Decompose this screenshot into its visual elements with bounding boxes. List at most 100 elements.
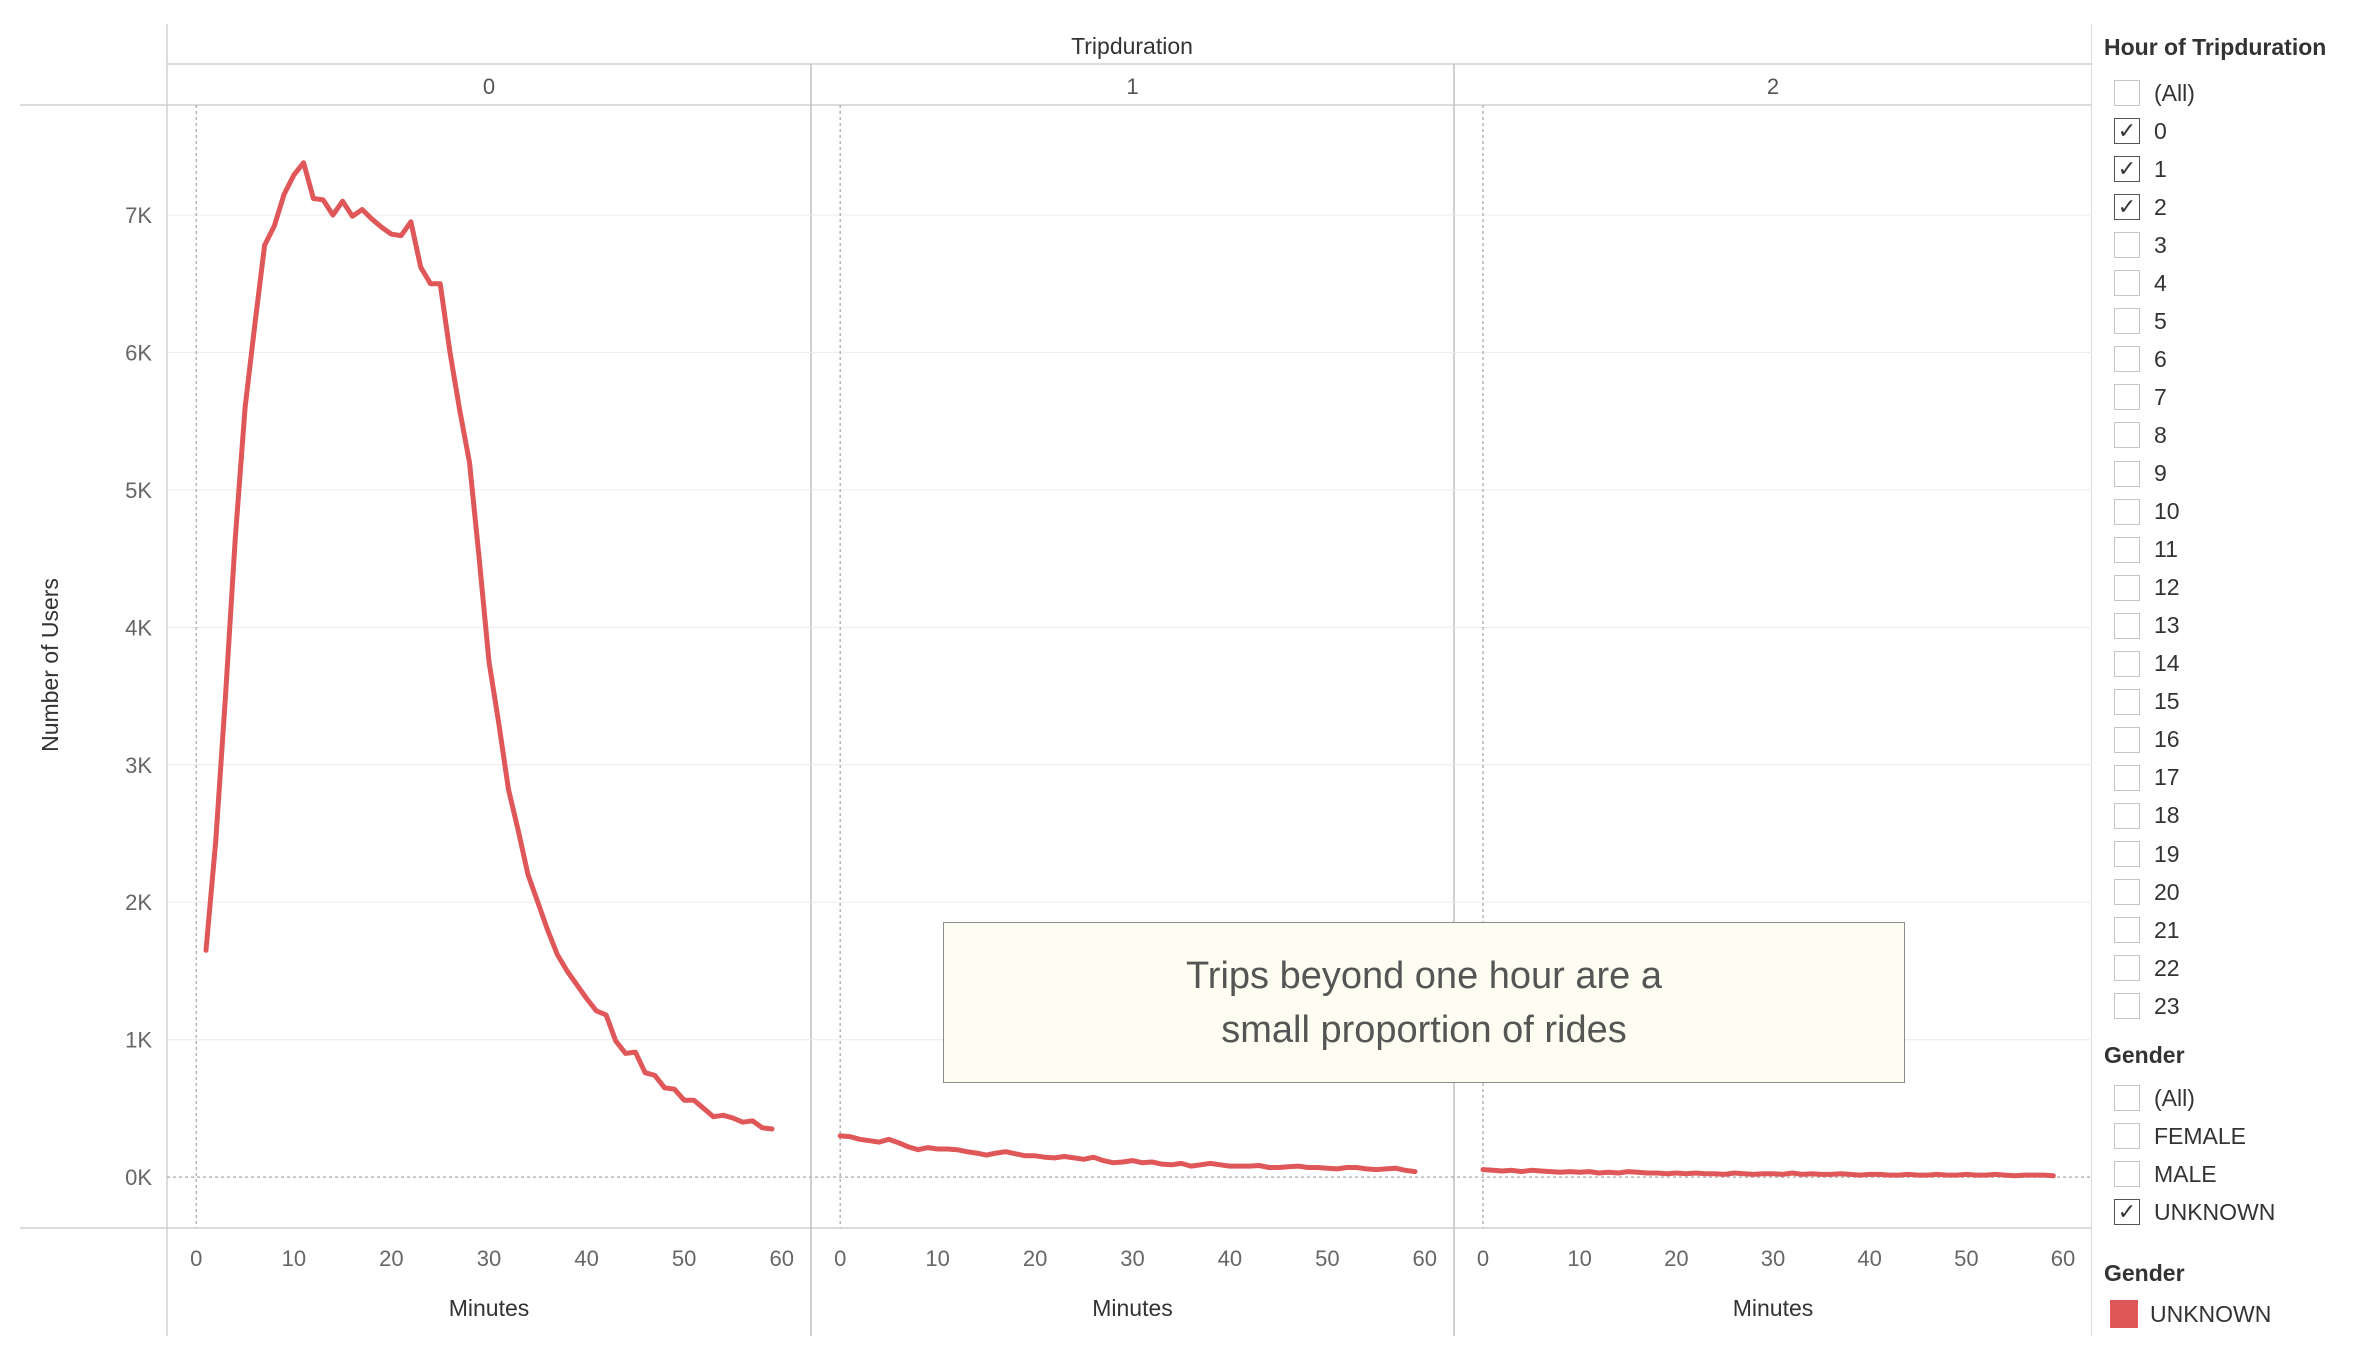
checkbox[interactable] (2114, 1123, 2140, 1149)
checkbox[interactable] (2114, 422, 2140, 449)
checkbox[interactable] (2114, 650, 2140, 677)
x-tick-label: 20 (1664, 1246, 1688, 1271)
checkbox[interactable] (2114, 879, 2140, 906)
y-tick-label: 1K (125, 1028, 152, 1053)
checkbox[interactable] (2114, 498, 2140, 525)
x-tick-label: 60 (769, 1246, 793, 1271)
x-tick-label: 60 (1413, 1246, 1437, 1271)
filter-item-label: 1 (2154, 155, 2167, 182)
x-axis-title: Minutes (1733, 1295, 1814, 1321)
filter-item[interactable]: 21 (2114, 915, 2180, 945)
x-tick-label: 20 (1023, 1246, 1047, 1271)
gender-filter-title: Gender (2104, 1042, 2185, 1068)
checkbox[interactable] (2114, 612, 2140, 639)
x-tick-label: 30 (1120, 1246, 1144, 1271)
filter-item[interactable]: ✓ 2 (2114, 192, 2167, 222)
checkbox[interactable] (2114, 460, 2140, 487)
hour-filter-title: Hour of Tripduration (2104, 34, 2327, 60)
filter-item[interactable]: ✓ 0 (2114, 116, 2167, 146)
checkbox[interactable] (2114, 688, 2140, 715)
checkbox-checked[interactable]: ✓ (2114, 118, 2140, 145)
checkbox[interactable] (2114, 841, 2140, 867)
x-tick-label: 0 (190, 1246, 202, 1271)
filter-item[interactable]: 20 (2114, 877, 2180, 907)
filter-item[interactable]: 15 (2114, 687, 2180, 717)
filter-item[interactable]: (All) (2114, 78, 2195, 108)
filter-item[interactable]: ✓ UNKNOWN (2114, 1197, 2275, 1227)
checkbox[interactable] (2114, 384, 2140, 411)
filter-item-label: 2 (2154, 193, 2167, 220)
filter-item[interactable]: 6 (2114, 344, 2167, 374)
filter-item-label: UNKNOWN (2154, 1198, 2276, 1225)
filter-item-label: 18 (2154, 802, 2180, 829)
y-tick-label: 3K (125, 753, 152, 778)
checkbox[interactable] (2114, 993, 2140, 1020)
series-line-2 (1480, 1167, 2056, 1179)
filter-item-label: 22 (2154, 954, 2180, 981)
filter-item[interactable]: 23 (2114, 991, 2180, 1021)
x-tick-label: 10 (1567, 1246, 1591, 1271)
filter-item[interactable]: 10 (2114, 497, 2180, 527)
checkbox[interactable] (2114, 726, 2140, 753)
color-legend-item[interactable]: UNKNOWN (2110, 1299, 2271, 1329)
checkbox[interactable] (2114, 232, 2140, 259)
panel-header: 0 (483, 74, 495, 99)
filter-item[interactable]: 17 (2114, 763, 2180, 793)
filter-item[interactable]: 8 (2114, 420, 2167, 450)
filters-panel: Hour of Tripduration (All) ✓ 0 ✓ 1 ✓ 2 3 4 5 6 7 8 9 1… (2104, 0, 2360, 1358)
checkbox[interactable] (2114, 270, 2140, 297)
filter-item[interactable]: 14 (2114, 649, 2180, 679)
y-tick-label: 6K (125, 340, 152, 365)
filter-item[interactable]: 16 (2114, 725, 2180, 755)
checkbox[interactable] (2114, 80, 2140, 106)
filter-item[interactable]: 11 (2114, 535, 2178, 565)
checkbox[interactable] (2114, 308, 2140, 335)
x-tick-label: 40 (1218, 1246, 1242, 1271)
filter-item[interactable]: (All) (2114, 1083, 2195, 1113)
checkbox[interactable] (2114, 802, 2140, 829)
y-tick-label: 2K (125, 890, 152, 915)
x-axis-title: Minutes (449, 1295, 530, 1321)
filter-item[interactable]: 5 (2114, 306, 2167, 336)
checkbox[interactable] (2114, 917, 2140, 944)
checkbox[interactable] (2114, 764, 2140, 791)
filter-item[interactable]: 12 (2114, 573, 2180, 603)
filter-item[interactable]: 7 (2114, 382, 2167, 412)
checkbox-checked[interactable]: ✓ (2114, 194, 2140, 221)
filter-item-label: 9 (2154, 460, 2167, 486)
filter-item-label: 17 (2154, 764, 2180, 791)
x-tick-label: 60 (2051, 1246, 2075, 1271)
filter-item[interactable]: 22 (2114, 953, 2180, 983)
checkbox[interactable] (2114, 574, 2140, 601)
x-tick-label: 40 (1857, 1246, 1881, 1271)
y-axis-title: Number of Users (37, 578, 63, 752)
filter-item[interactable]: 19 (2114, 839, 2180, 869)
checkbox-checked[interactable]: ✓ (2114, 156, 2140, 183)
annotation-box: Trips beyond one hour are a small propor… (943, 922, 1905, 1083)
filter-item[interactable]: MALE (2114, 1159, 2217, 1189)
filter-item[interactable]: 9 (2114, 459, 2167, 489)
filter-item-label: 16 (2154, 726, 2180, 753)
annotation-line-1: Trips beyond one hour are a (1185, 954, 1662, 997)
filter-item[interactable]: 18 (2114, 801, 2180, 831)
filter-item[interactable]: 4 (2114, 268, 2167, 298)
checkbox[interactable] (2114, 955, 2140, 982)
filter-item[interactable]: 3 (2114, 230, 2167, 260)
x-tick-label: 30 (1761, 1246, 1785, 1271)
filter-item[interactable]: 13 (2114, 611, 2180, 641)
filter-item-label: 8 (2154, 421, 2167, 448)
filter-item-label: FEMALE (2154, 1122, 2247, 1149)
checkbox-checked[interactable]: ✓ (2114, 1199, 2140, 1225)
filter-item-label: 20 (2154, 878, 2180, 905)
filter-item[interactable]: FEMALE (2114, 1121, 2246, 1151)
checkbox[interactable] (2114, 346, 2140, 373)
checkbox[interactable] (2114, 1085, 2140, 1111)
filter-item-label: 12 (2154, 574, 2180, 601)
filter-item-label: 13 (2154, 612, 2180, 639)
filter-item[interactable]: ✓ 1 (2114, 154, 2167, 184)
checkbox[interactable] (2114, 1161, 2140, 1187)
checkbox[interactable] (2114, 536, 2140, 563)
filter-item-label: 19 (2154, 840, 2180, 867)
